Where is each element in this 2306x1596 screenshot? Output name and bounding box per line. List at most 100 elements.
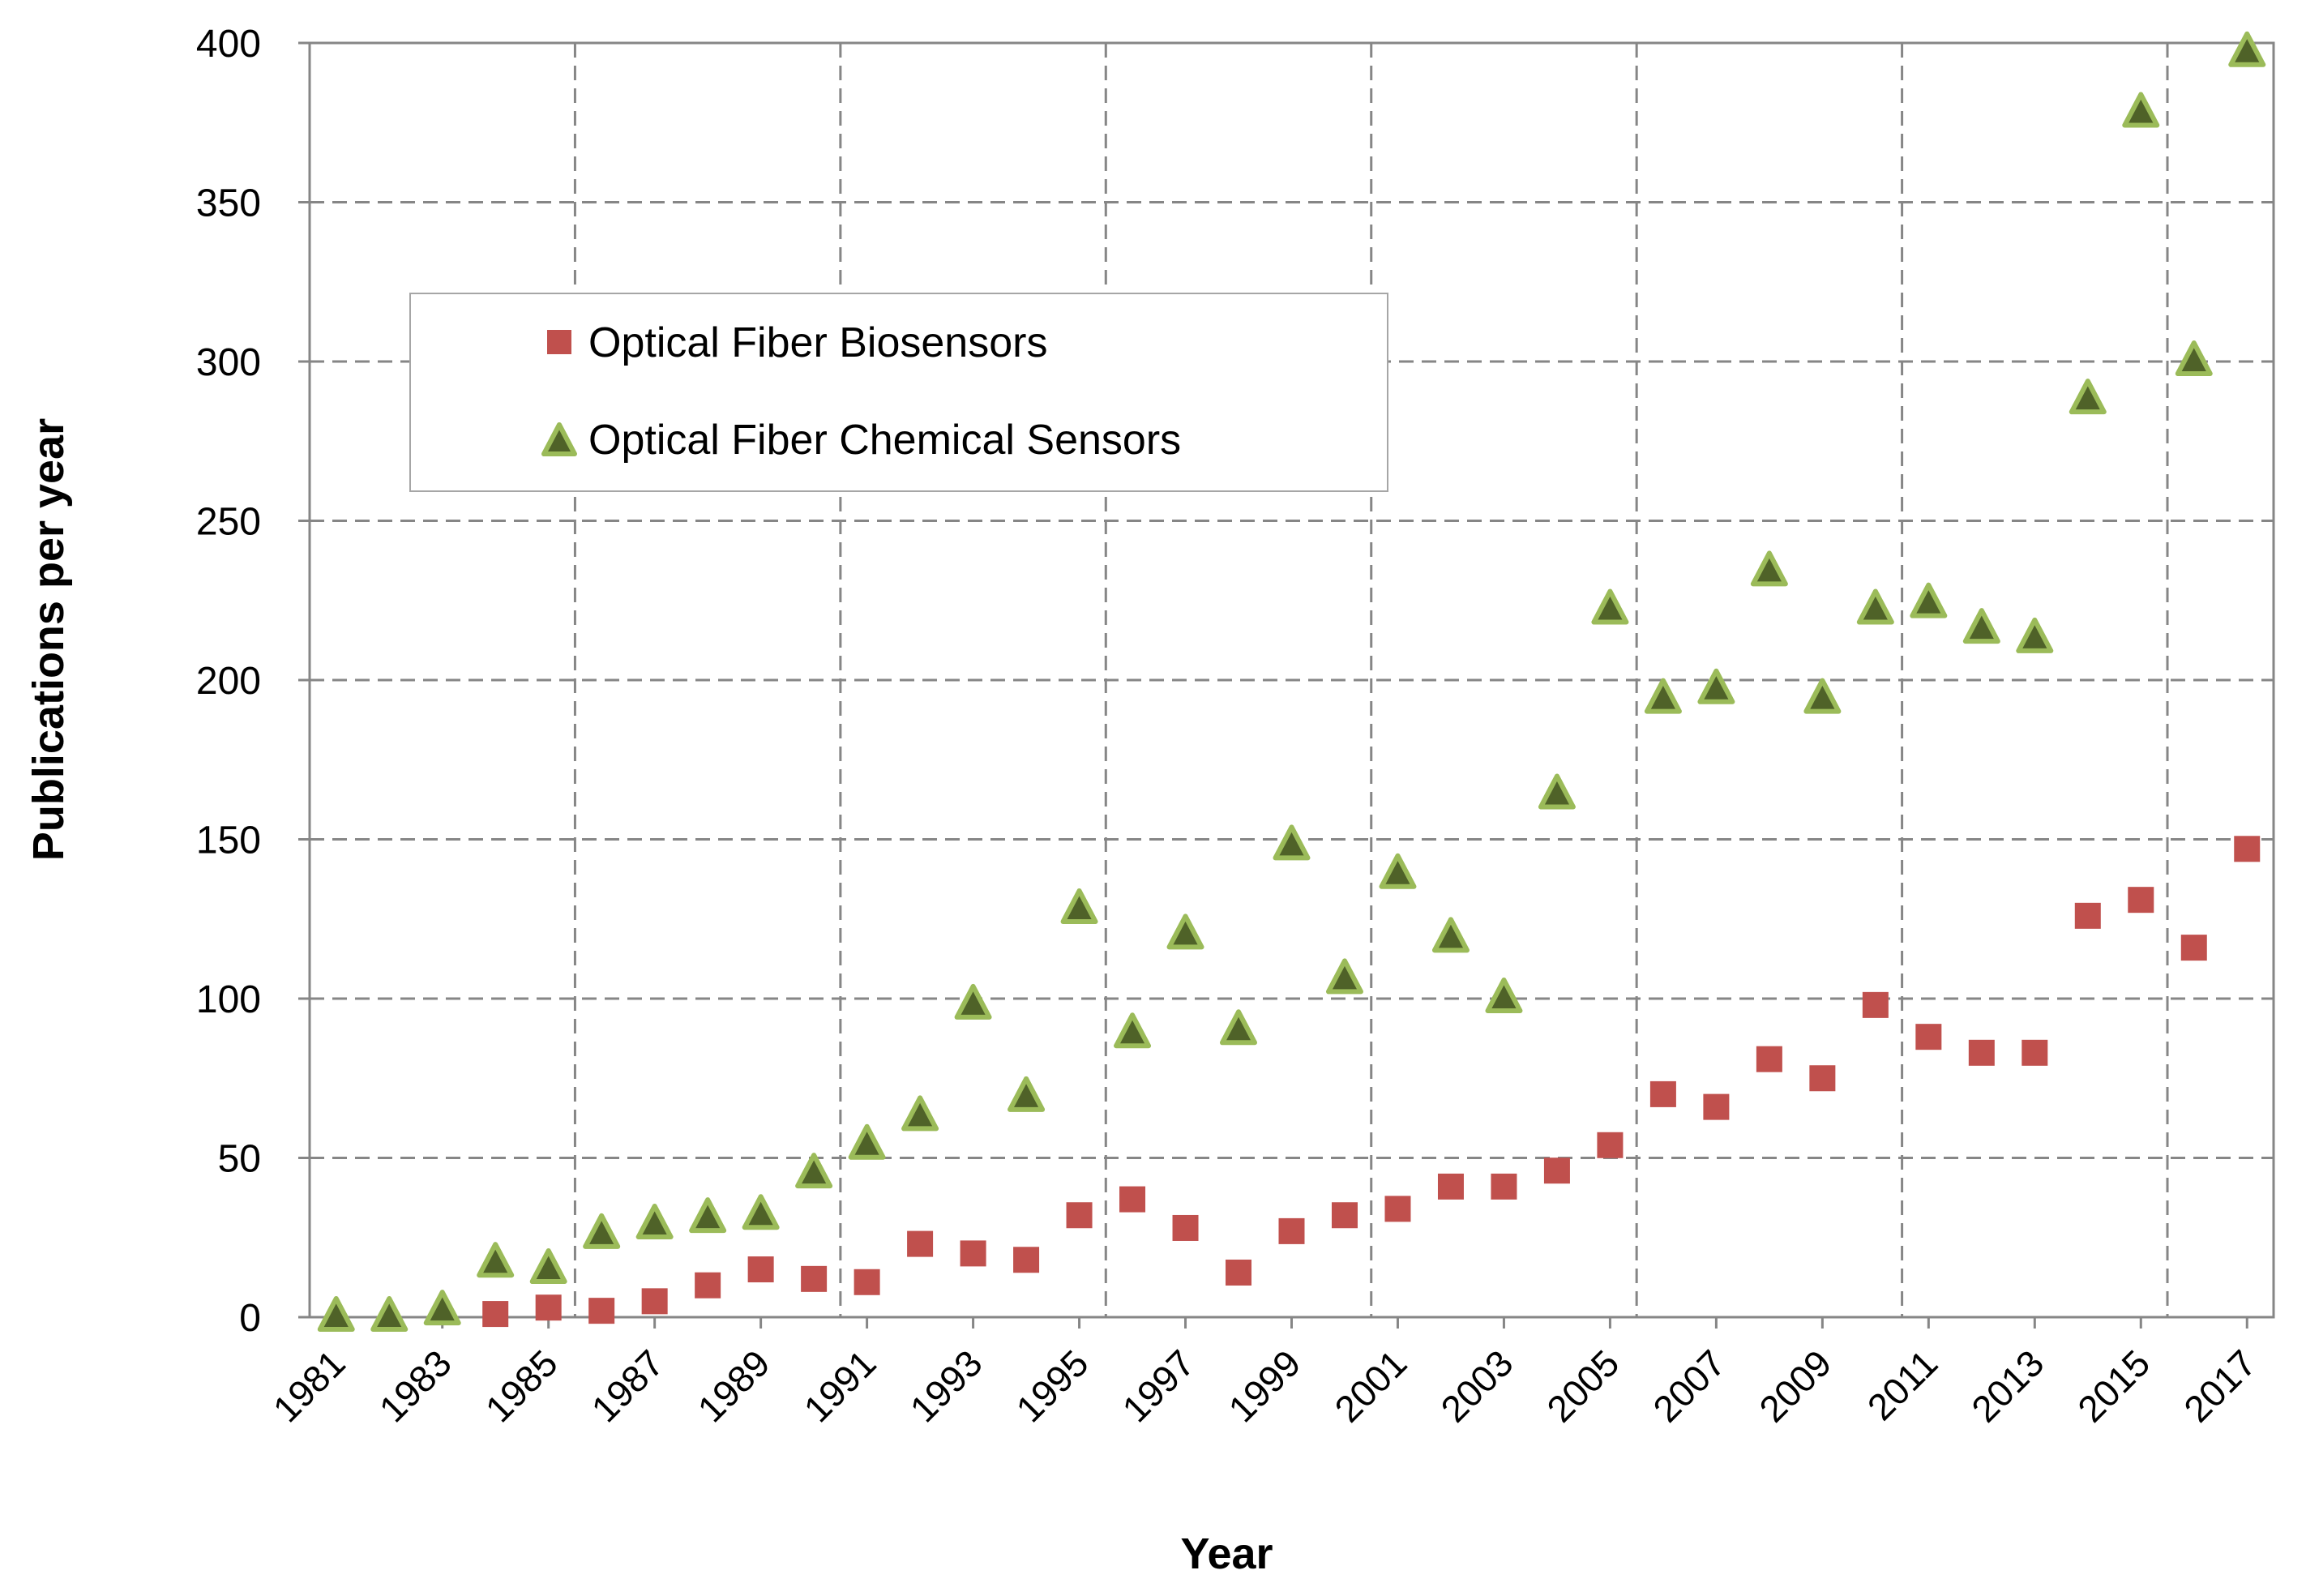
x-axis-title: Year — [1180, 1530, 1273, 1578]
biosensors-point — [1968, 1039, 1995, 1066]
chemical-sensors-point — [635, 1204, 674, 1240]
chemical-sensors-point — [1591, 588, 1629, 625]
x-tick-label: 2017 — [2176, 1341, 2264, 1430]
chemical-sensors-point — [2122, 92, 2160, 128]
x-tick-label: 1997 — [1114, 1341, 1202, 1430]
chemical-sensors-point — [529, 1248, 567, 1285]
chemical-sensors-point — [1485, 978, 1523, 1013]
biosensors-point — [1649, 1080, 1676, 1107]
chemical-sensors-point — [1803, 678, 1842, 714]
chemical-sensors-point — [423, 1290, 461, 1326]
biosensors-point — [1172, 1214, 1199, 1241]
biosensors-point — [1491, 1173, 1517, 1200]
chemical-sensors-point — [1644, 678, 1682, 714]
chemical-sensors-point — [1060, 888, 1098, 924]
biosensors-point — [2128, 887, 2154, 914]
biosensors-point — [854, 1269, 880, 1295]
x-tick-label: 1995 — [1008, 1341, 1096, 1430]
x-tick-label: 2009 — [1751, 1341, 1839, 1430]
chemical-sensors-point — [1697, 668, 1735, 704]
biosensors-point — [2180, 935, 2207, 961]
chemical-sensors-point — [1910, 582, 1948, 618]
biosensors-point — [1915, 1024, 1942, 1050]
biosensors-point — [1278, 1217, 1305, 1244]
biosensors-point — [535, 1294, 562, 1321]
biosensors-point — [1756, 1046, 1782, 1072]
y-tick-label: 200 — [196, 660, 261, 703]
chemical-sensors-point — [583, 1213, 621, 1249]
chemical-sensors-point — [1273, 824, 1311, 861]
biosensors-point — [1226, 1259, 1252, 1286]
legend-chemical-sensors-symbol — [541, 421, 577, 457]
chemical-sensors-point — [1962, 608, 2000, 644]
biosensors-point — [1013, 1247, 1040, 1273]
biosensors-point — [2234, 836, 2261, 862]
chemical-sensors-point — [2228, 31, 2266, 67]
chemical-sensors-point — [1166, 914, 1204, 950]
x-tick-label: 2011 — [1859, 1341, 1946, 1428]
x-tick-label: 1993 — [902, 1341, 990, 1430]
chemical-sensors-point — [2175, 340, 2213, 376]
x-tick-label: 1987 — [584, 1341, 672, 1430]
x-tick-label: 1989 — [690, 1341, 778, 1430]
biosensors-point — [747, 1256, 774, 1283]
chemical-sensors-point — [1431, 917, 1470, 953]
y-tick-label: 350 — [196, 182, 261, 225]
chemical-sensors-point — [2016, 617, 2054, 653]
x-tick-label: 1981 — [265, 1341, 353, 1430]
biosensors-point — [1331, 1202, 1358, 1229]
biosensors-point — [1543, 1157, 1570, 1184]
chemical-sensors-point — [1379, 853, 1417, 889]
biosensors-point — [960, 1240, 986, 1267]
x-tick-label: 1983 — [371, 1341, 460, 1430]
y-tick-label: 100 — [196, 978, 261, 1021]
legend-biosensors-label: Optical Fiber Biosensors — [588, 319, 1047, 366]
biosensors-point — [641, 1288, 668, 1315]
biosensors-point — [2021, 1039, 2048, 1066]
chemical-sensors-point — [477, 1242, 515, 1278]
legend-box — [409, 293, 1388, 492]
chemical-sensors-point — [1114, 1012, 1152, 1049]
chemical-sensors-point — [2069, 379, 2107, 415]
grid-layer — [310, 41, 2274, 1317]
x-tick-label: 1991 — [796, 1341, 884, 1430]
biosensors-point — [1809, 1065, 1836, 1092]
chemical-sensors-point — [1220, 1009, 1258, 1046]
x-tick-label: 2003 — [1432, 1341, 1521, 1430]
biosensors-point — [1384, 1196, 1411, 1222]
legend-chemical-sensors-label: Optical Fiber Chemical Sensors — [588, 417, 1181, 464]
y-tick-label: 0 — [239, 1297, 261, 1340]
y-axis-ticks: 0 50 100 150 200 250 300 350 400 — [196, 23, 310, 1340]
x-tick-label: 1985 — [477, 1341, 566, 1430]
x-axis-ticks: 1981 1983 1985 1987 1989 1991 1993 1995 1997 1999… — [265, 1317, 2264, 1430]
chemical-sensors-point — [795, 1153, 833, 1189]
biosensors-point — [1066, 1202, 1093, 1229]
chemical-sensors-point — [1008, 1076, 1046, 1112]
biosensors-point — [1703, 1093, 1730, 1120]
chemical-sensors-point — [689, 1197, 727, 1234]
biosensors-point — [907, 1230, 934, 1257]
legend-triangle-marker — [541, 421, 577, 457]
chemical-sensors-point — [1538, 773, 1576, 810]
y-tick-label: 150 — [196, 819, 261, 862]
x-tick-label: 2015 — [2069, 1341, 2158, 1430]
biosensors-point — [588, 1298, 615, 1324]
x-tick-label: 2013 — [1963, 1341, 2051, 1430]
legend: Optical Fiber Biosensors Optical Fiber C… — [409, 293, 1388, 492]
chemical-sensors-point — [1325, 958, 1363, 995]
chemical-sensors-point — [954, 983, 992, 1020]
y-tick-label: 50 — [218, 1138, 261, 1181]
biosensors-point — [2074, 902, 2101, 929]
legend-square-marker — [547, 330, 571, 354]
legend-biosensors-symbol — [547, 330, 571, 354]
x-tick-label: 1999 — [1220, 1341, 1308, 1430]
y-tick-label: 300 — [196, 341, 261, 384]
chemical-sensors-point — [742, 1194, 780, 1230]
biosensors-point — [801, 1265, 828, 1292]
data-markers — [317, 31, 2266, 1332]
chemical-sensors-point — [848, 1123, 886, 1160]
biosensors-point — [482, 1301, 509, 1328]
y-axis-title: Publications per year — [24, 418, 73, 861]
